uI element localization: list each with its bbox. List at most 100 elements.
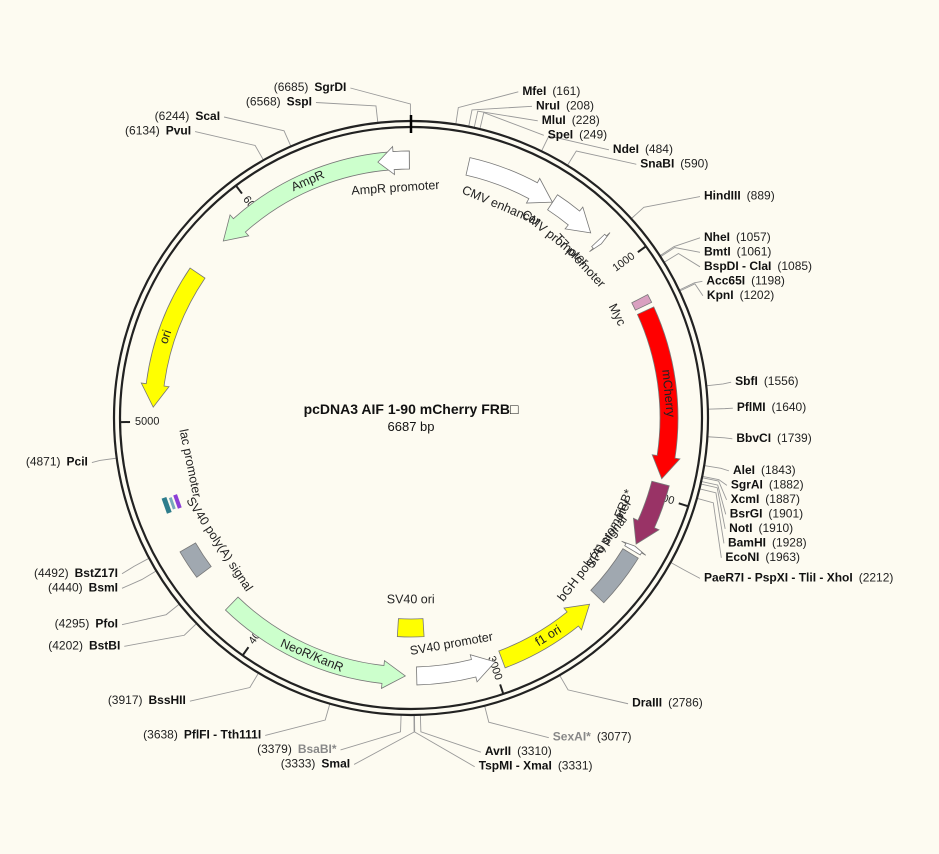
frb-feature xyxy=(632,480,670,545)
site-leader-line xyxy=(121,557,150,575)
restriction-site-label: SbfI (1556) xyxy=(735,374,798,388)
restriction-site-label: BsrGI (1901) xyxy=(730,507,803,521)
ori-label: ori xyxy=(157,328,175,346)
site-leader-line xyxy=(121,603,180,626)
site-name: BsaBI* xyxy=(298,742,337,756)
restriction-site-label: (3333) SmaI xyxy=(281,757,350,771)
site-leader-line xyxy=(559,674,629,705)
site-leader-line xyxy=(265,703,331,736)
site-position: (3638) xyxy=(143,728,178,742)
site-leader-line xyxy=(566,150,637,166)
sv40-promoter-feature xyxy=(416,654,496,686)
restriction-site-label: NdeI (484) xyxy=(613,142,673,156)
restriction-site-label: (4202) BstBI xyxy=(48,639,120,653)
site-name: NruI xyxy=(536,98,560,112)
restriction-site-label: (4440) BsmI xyxy=(48,580,118,594)
ruler-tick-label: 5000 xyxy=(135,416,160,428)
restriction-site-label: NruI (208) xyxy=(536,98,594,112)
site-position: (208) xyxy=(566,98,594,112)
site-position: (1061) xyxy=(737,244,772,258)
restriction-site-label: Acc65I (1198) xyxy=(706,273,785,287)
ruler-tick xyxy=(241,646,250,656)
site-position: (4492) xyxy=(34,566,69,580)
lac-promoter-label: lac promoter xyxy=(176,428,204,499)
bgh-polya-feature xyxy=(590,548,639,604)
site-name: NheI xyxy=(704,230,730,244)
site-name: NotI xyxy=(729,521,752,535)
site-name: ScaI xyxy=(195,109,220,123)
restriction-site-label: PaeR7I - PspXI - TliI - XhoI (2212) xyxy=(704,571,893,585)
site-position: (4871) xyxy=(26,455,61,469)
site-name: PfoI xyxy=(95,617,118,631)
site-name: SspI xyxy=(287,95,312,109)
site-position: (3331) xyxy=(558,759,593,773)
site-position: (2786) xyxy=(668,696,703,710)
restriction-site-label: (6244) ScaI xyxy=(155,109,220,123)
restriction-site-label: (6134) PvuI xyxy=(125,124,191,138)
ruler-tick-label: 1000 xyxy=(610,250,637,274)
site-position: (1901) xyxy=(768,507,803,521)
site-position: (3077) xyxy=(597,730,632,744)
site-position: (3917) xyxy=(108,693,143,707)
site-leader-line xyxy=(702,475,728,486)
site-position: (1057) xyxy=(736,230,771,244)
mcherry-label: mCherry xyxy=(659,369,678,419)
restriction-site-label: EcoNI (1963) xyxy=(725,550,800,564)
site-leader-line xyxy=(414,714,475,768)
sv40-polya-feature xyxy=(179,542,212,578)
ampr-promoter-feature xyxy=(377,145,410,176)
site-name: SpeI xyxy=(548,127,573,141)
restriction-site-label: (4295) PfoI xyxy=(55,617,118,631)
site-leader-line xyxy=(223,116,292,147)
site-position: (6244) xyxy=(155,109,190,123)
site-name: BstZ17I xyxy=(75,566,118,580)
site-name: HindIII xyxy=(704,189,741,203)
restriction-site-label: (3379) BsaBI* xyxy=(257,742,337,756)
site-name: MluI xyxy=(542,113,566,127)
restriction-site-label: BmtI (1061) xyxy=(704,244,771,258)
site-leader-line xyxy=(701,481,727,515)
sv40-ori-feature xyxy=(396,618,425,638)
site-name: DraIII xyxy=(632,696,662,710)
lac-operator-box xyxy=(161,496,172,514)
cmv-promoter-feature xyxy=(547,194,592,234)
restriction-site-label: PflMI (1640) xyxy=(737,400,806,414)
site-position: (4202) xyxy=(48,639,83,653)
site-name: AleI xyxy=(733,463,755,477)
site-position: (1739) xyxy=(777,431,812,445)
site-name: BsrGI xyxy=(730,507,763,521)
site-name: SgrAI xyxy=(731,478,763,492)
cap-binding-box xyxy=(173,494,182,509)
site-name: Acc65I xyxy=(706,273,745,287)
restriction-site-label: BbvCI (1739) xyxy=(736,431,811,445)
site-name: MfeI xyxy=(522,84,546,98)
site-position: (1085) xyxy=(777,259,812,273)
site-leader-line xyxy=(484,705,549,739)
site-leader-line xyxy=(473,110,538,128)
site-position: (889) xyxy=(747,189,775,203)
site-leader-line xyxy=(350,87,411,122)
restriction-site-label: (6685) SgrDI xyxy=(274,80,347,94)
restriction-site-label: KpnI (1202) xyxy=(707,288,774,302)
restriction-site-label: SexAI* (3077) xyxy=(553,730,632,744)
cmv-enhancer-feature xyxy=(465,157,553,204)
sp6-promoter-feature xyxy=(621,540,647,556)
ruler-tick xyxy=(637,245,647,253)
site-name: BbvCI xyxy=(736,431,771,445)
site-position: (1887) xyxy=(765,492,800,506)
site-leader-line xyxy=(678,280,703,291)
restriction-sites: MfeI (161)NruI (208)MluI (228)SpeI (249) NdeI… xyxy=(26,80,894,773)
site-leader-line xyxy=(541,135,610,152)
site-name: BspDI - ClaI xyxy=(704,259,771,273)
site-name: KpnI xyxy=(707,288,734,302)
site-name: TspMI - XmaI xyxy=(479,759,552,773)
site-position: (4295) xyxy=(55,617,90,631)
myc-feature xyxy=(631,293,653,311)
site-name: SbfI xyxy=(735,374,758,388)
site-leader-line xyxy=(124,623,197,647)
site-position: (1202) xyxy=(740,288,775,302)
myc-label: Myc xyxy=(606,301,629,328)
restriction-site-label: SnaBI (590) xyxy=(640,156,708,170)
